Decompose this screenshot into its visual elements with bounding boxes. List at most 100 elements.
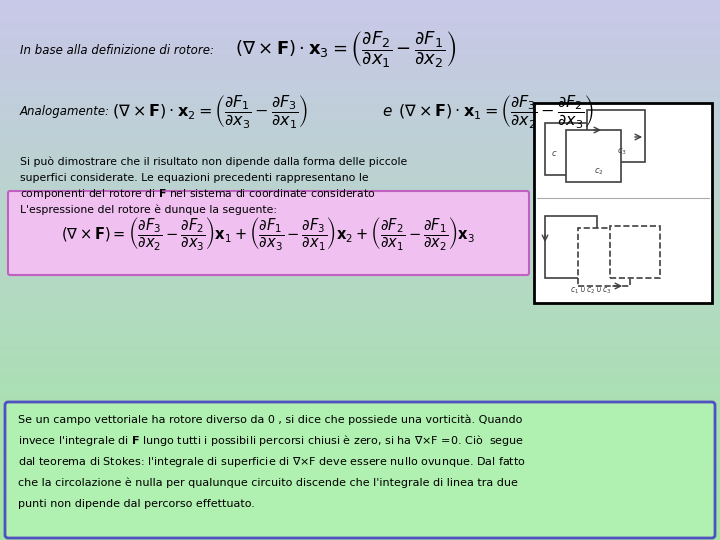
- Bar: [0, 270, 720, 275]
- Bar: [0, 211, 720, 216]
- Bar: [0, 238, 720, 243]
- Text: componenti del rotore di $\mathbf{F}$ nel sistema di coordinate considerato: componenti del rotore di $\mathbf{F}$ ne…: [20, 187, 375, 201]
- Bar: [0, 416, 720, 421]
- Bar: [0, 448, 720, 454]
- Text: L'espressione del rotore è dunque la seguente:: L'espressione del rotore è dunque la seg…: [20, 205, 277, 215]
- Bar: [0, 16, 720, 22]
- Bar: [0, 0, 720, 5]
- Bar: [0, 167, 720, 173]
- Bar: [0, 410, 720, 416]
- Bar: [0, 151, 720, 157]
- Bar: [0, 518, 720, 524]
- Bar: [0, 65, 720, 70]
- Bar: [0, 259, 720, 265]
- Bar: [0, 340, 720, 346]
- Bar: [0, 232, 720, 238]
- Text: punti non dipende dal percorso effettuato.: punti non dipende dal percorso effettuat…: [18, 499, 255, 509]
- Bar: [0, 292, 720, 297]
- Bar: [0, 22, 720, 27]
- Bar: [0, 346, 720, 351]
- Bar: [0, 162, 720, 167]
- Bar: [0, 308, 720, 313]
- Bar: [566, 130, 621, 182]
- Bar: [0, 475, 720, 481]
- Bar: [0, 356, 720, 362]
- Bar: [0, 491, 720, 497]
- Text: Se un campo vettoriale ha rotore diverso da 0 , si dice che possiede una vortici: Se un campo vettoriale ha rotore diverso…: [18, 415, 523, 426]
- Bar: [0, 146, 720, 151]
- Bar: [0, 103, 720, 108]
- FancyBboxPatch shape: [5, 402, 715, 538]
- Bar: [0, 313, 720, 319]
- Bar: [0, 243, 720, 248]
- Bar: [0, 11, 720, 16]
- Bar: [0, 486, 720, 491]
- Bar: [0, 32, 720, 38]
- Bar: [0, 70, 720, 76]
- Bar: [0, 443, 720, 448]
- Bar: [0, 248, 720, 254]
- Bar: [0, 254, 720, 259]
- Bar: [0, 173, 720, 178]
- Text: Si può dimostrare che il risultato non dipende dalla forma delle piccole: Si può dimostrare che il risultato non d…: [20, 157, 408, 167]
- Bar: [0, 432, 720, 437]
- Bar: [0, 362, 720, 367]
- Bar: [0, 5, 720, 11]
- Bar: [0, 421, 720, 427]
- Bar: [0, 205, 720, 211]
- Bar: [0, 108, 720, 113]
- Text: $(\nabla \times \mathbf{F})\cdot \mathbf{x}_3 = \left(\dfrac{\partial F_2}{\part: $(\nabla \times \mathbf{F})\cdot \mathbf…: [235, 30, 456, 70]
- Text: $c_2$: $c_2$: [594, 167, 604, 177]
- Bar: [0, 302, 720, 308]
- Bar: [534, 103, 712, 303]
- FancyBboxPatch shape: [8, 191, 529, 275]
- Bar: [0, 135, 720, 140]
- Bar: [578, 228, 630, 286]
- Bar: [0, 497, 720, 502]
- Bar: [0, 373, 720, 378]
- Bar: [0, 86, 720, 92]
- Bar: [0, 43, 720, 49]
- Bar: [0, 275, 720, 281]
- Bar: [0, 405, 720, 410]
- Text: $(\nabla \times \mathbf{F}) = \left(\dfrac{\partial F_3}{\partial x_2} - \dfrac{: $(\nabla \times \mathbf{F}) = \left(\dfr…: [61, 214, 475, 252]
- Text: $(\nabla \times \mathbf{F})\cdot \mathbf{x}_1 = \left(\dfrac{\partial F_3}{\part: $(\nabla \times \mathbf{F})\cdot \mathbf…: [398, 93, 594, 131]
- Bar: [0, 297, 720, 302]
- Bar: [0, 329, 720, 335]
- Bar: [0, 502, 720, 508]
- Text: In base alla definizione di rotore:: In base alla definizione di rotore:: [20, 44, 214, 57]
- Text: dal teorema di Stokes: l'integrale di superficie di $\nabla{\times}$F deve esser: dal teorema di Stokes: l'integrale di su…: [18, 455, 526, 469]
- Bar: [587, 110, 645, 162]
- Bar: [0, 76, 720, 81]
- Bar: [0, 529, 720, 535]
- Text: invece l'integrale di $\mathbf{F}$ lungo tutti i possibili percorsi chiusi è zer: invece l'integrale di $\mathbf{F}$ lungo…: [18, 434, 524, 449]
- Bar: [0, 54, 720, 59]
- Bar: [0, 389, 720, 394]
- Text: e: e: [382, 105, 392, 119]
- Bar: [0, 367, 720, 373]
- Bar: [0, 383, 720, 389]
- Bar: [0, 459, 720, 464]
- Bar: [0, 286, 720, 292]
- Bar: [0, 124, 720, 130]
- Bar: [0, 200, 720, 205]
- Bar: [0, 157, 720, 162]
- Bar: [0, 49, 720, 54]
- Text: $c$: $c$: [551, 148, 557, 158]
- Bar: [0, 178, 720, 184]
- Bar: [0, 394, 720, 400]
- Bar: [0, 378, 720, 383]
- Bar: [0, 119, 720, 124]
- Bar: [0, 524, 720, 529]
- Bar: [0, 437, 720, 443]
- Bar: [0, 140, 720, 146]
- Bar: [0, 470, 720, 475]
- Text: $c_1 \cup c_2 \cup c_3$: $c_1 \cup c_2 \cup c_3$: [570, 286, 612, 296]
- Text: superfici considerate. Le equazioni precedenti rappresentano le: superfici considerate. Le equazioni prec…: [20, 173, 369, 183]
- Bar: [0, 92, 720, 97]
- Bar: [0, 81, 720, 86]
- Bar: [0, 319, 720, 324]
- Bar: [0, 227, 720, 232]
- Bar: [0, 400, 720, 405]
- Bar: [0, 535, 720, 540]
